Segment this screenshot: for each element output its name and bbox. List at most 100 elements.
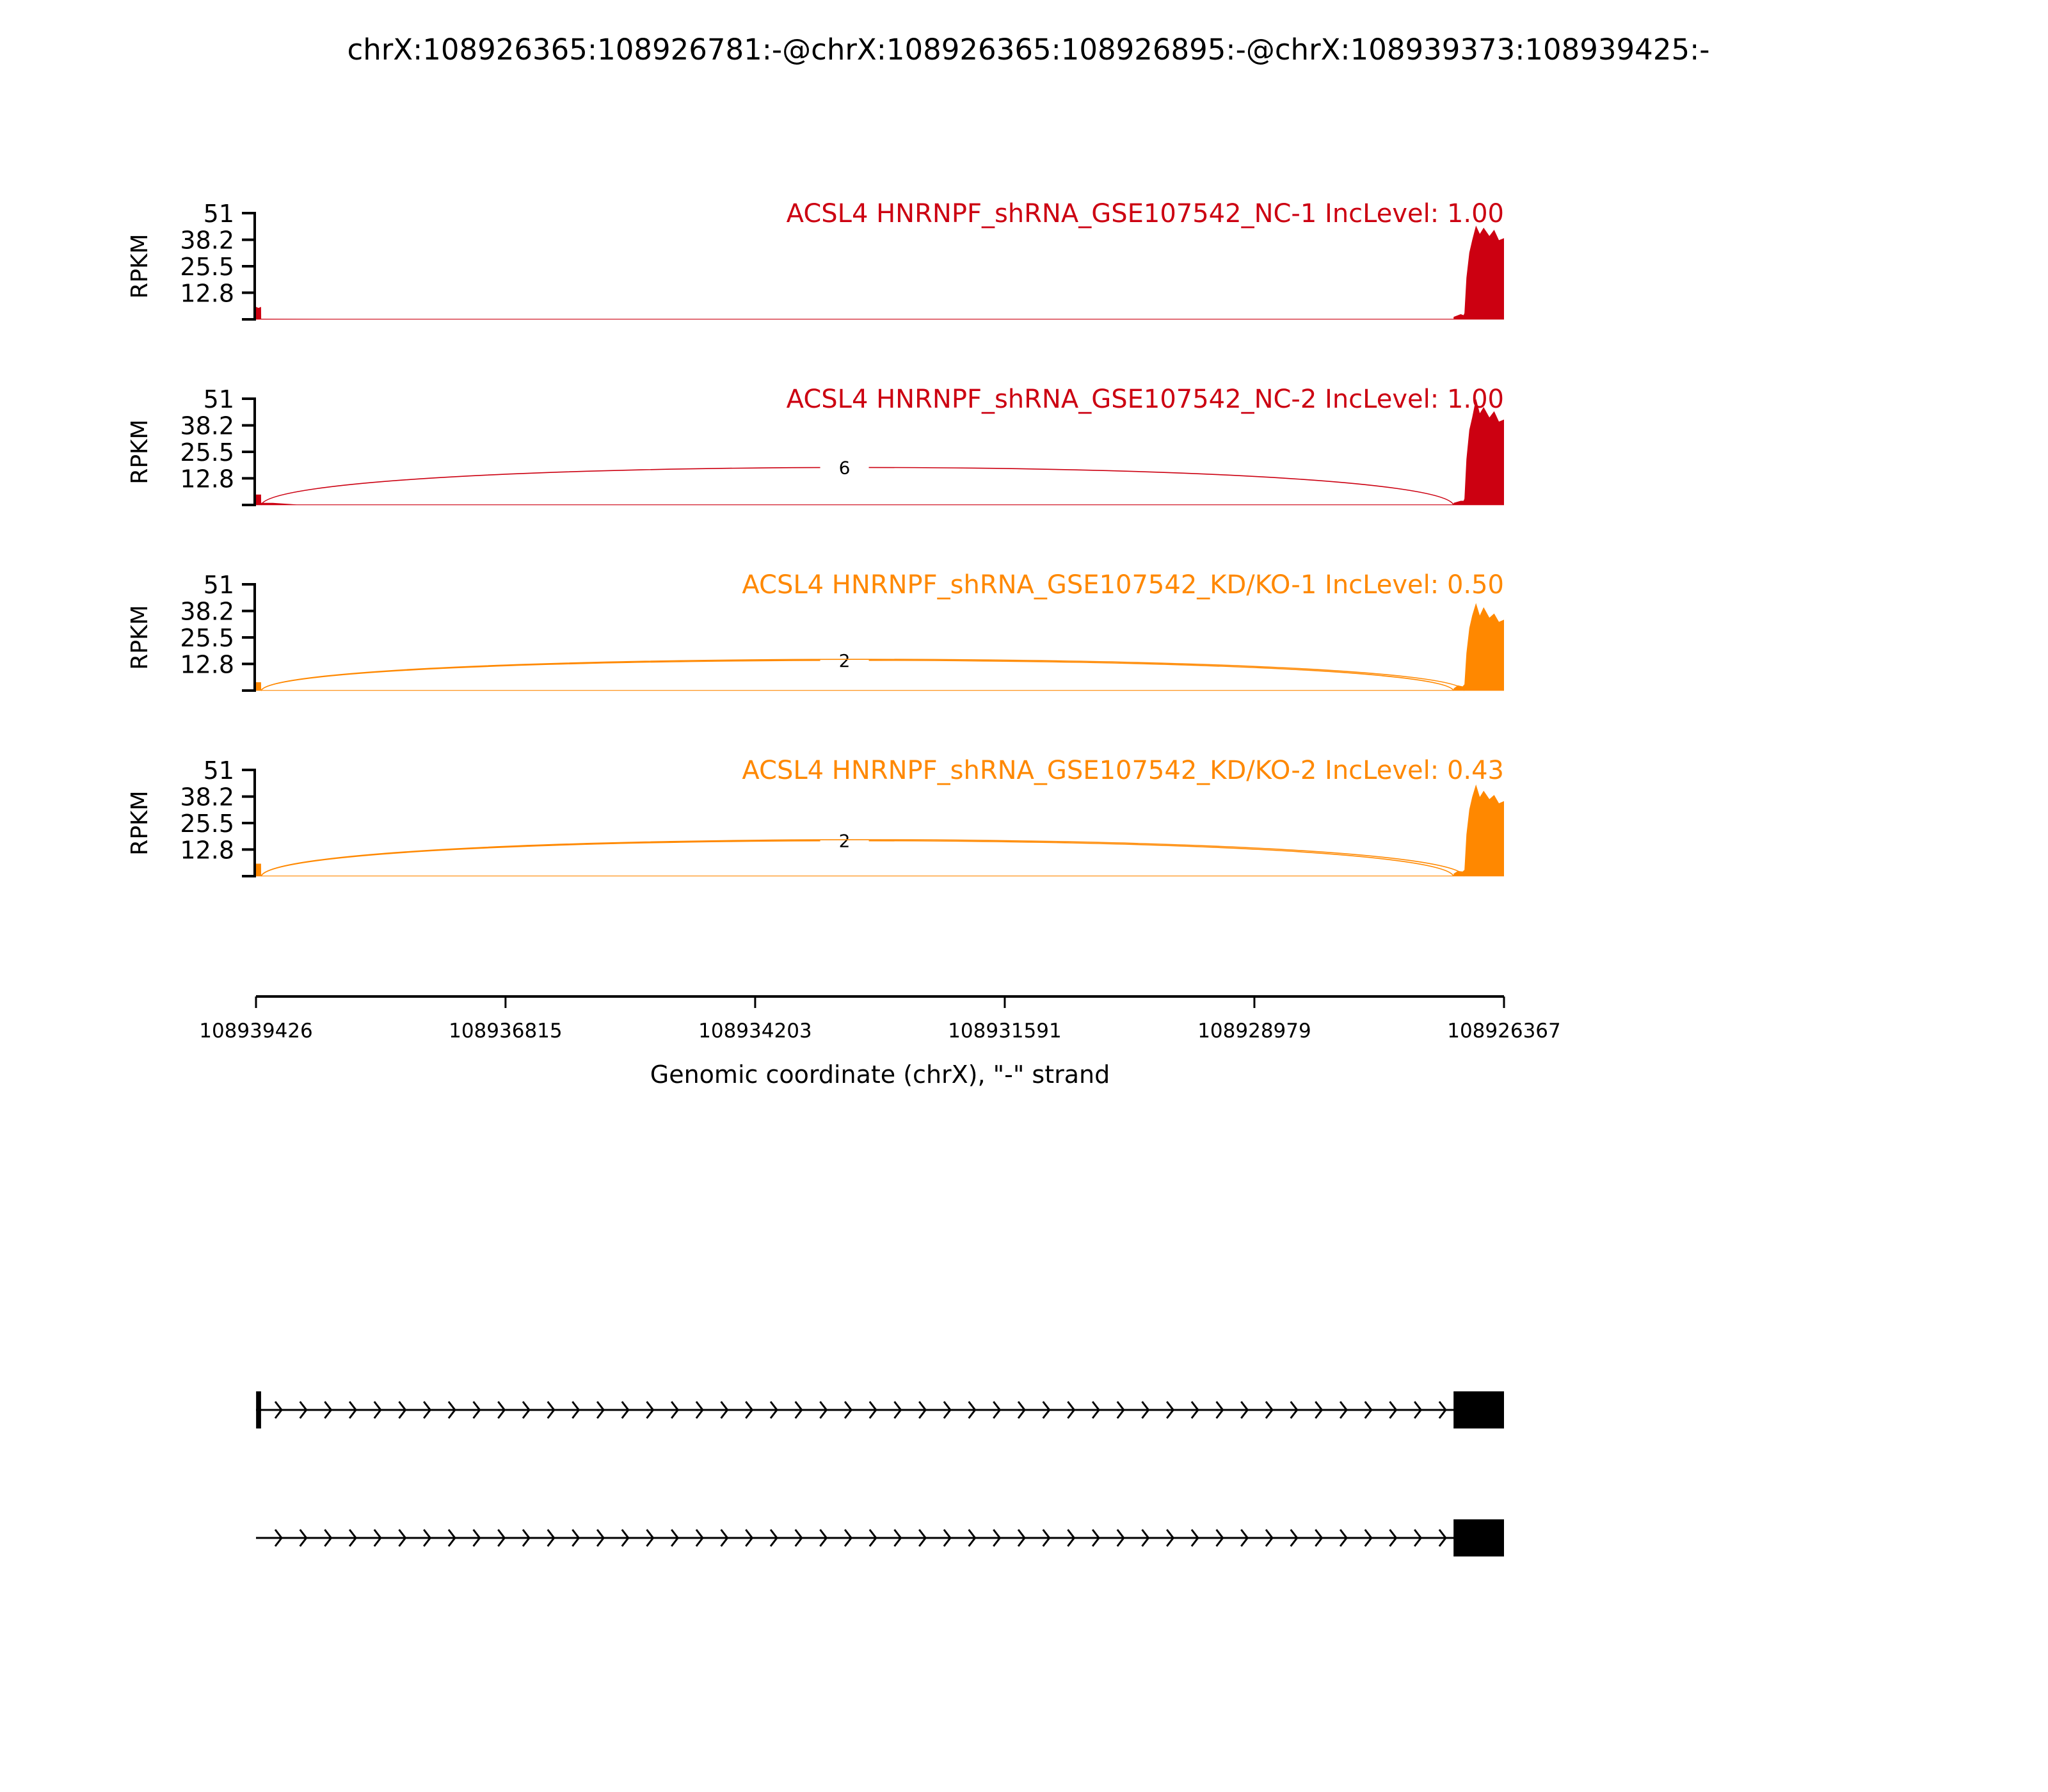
junction-count-label: 6 bbox=[839, 457, 851, 478]
strand-chevron-icon bbox=[547, 1401, 556, 1419]
strand-chevron-icon bbox=[1414, 1529, 1423, 1547]
strand-chevron-icon bbox=[324, 1401, 333, 1419]
strand-chevron-icon bbox=[893, 1529, 902, 1547]
exon-block bbox=[256, 1391, 261, 1428]
strand-chevron-icon bbox=[348, 1401, 357, 1419]
strand-chevron-icon bbox=[695, 1529, 704, 1547]
strand-chevron-icon bbox=[447, 1529, 456, 1547]
strand-chevron-icon bbox=[1290, 1401, 1299, 1419]
strand-chevron-icon bbox=[1438, 1401, 1447, 1419]
strand-chevron-icon bbox=[1414, 1401, 1423, 1419]
strand-chevron-icon bbox=[868, 1401, 877, 1419]
strand-chevron-icon bbox=[572, 1401, 580, 1419]
strand-chevron-icon bbox=[1091, 1401, 1100, 1419]
strand-chevron-icon bbox=[1067, 1401, 1076, 1419]
strand-chevron-icon bbox=[794, 1529, 803, 1547]
strand-chevron-icon bbox=[671, 1529, 680, 1547]
strand-chevron-icon bbox=[868, 1529, 877, 1547]
strand-chevron-icon bbox=[695, 1401, 704, 1419]
strand-chevron-icon bbox=[497, 1529, 506, 1547]
panel-title: ACSL4 HNRNPF_shRNA_GSE107542_KD/KO-2 Inc… bbox=[742, 756, 1504, 785]
sample-panel: ACSL4 HNRNPF_shRNA_GSE107542_KD/KO-1 Inc… bbox=[127, 570, 1504, 692]
x-tick-label: 108931591 bbox=[948, 1020, 1062, 1043]
strand-chevron-icon bbox=[1290, 1529, 1299, 1547]
strand-chevron-icon bbox=[373, 1401, 382, 1419]
y-tick-label: 51 bbox=[204, 200, 234, 228]
isoform-track bbox=[256, 1391, 1504, 1428]
strand-chevron-icon bbox=[572, 1529, 580, 1547]
exon-block bbox=[1453, 1519, 1504, 1556]
strand-chevron-icon bbox=[844, 1401, 852, 1419]
strand-chevron-icon bbox=[993, 1529, 1002, 1547]
strand-chevron-icon bbox=[1315, 1401, 1324, 1419]
y-tick-label: 51 bbox=[204, 756, 234, 785]
strand-chevron-icon bbox=[1389, 1529, 1398, 1547]
strand-chevron-icon bbox=[943, 1529, 952, 1547]
strand-chevron-icon bbox=[274, 1401, 283, 1419]
y-tick-label: 38.2 bbox=[180, 598, 234, 626]
y-tick-label: 51 bbox=[204, 385, 234, 413]
strand-chevron-icon bbox=[348, 1529, 357, 1547]
strand-chevron-icon bbox=[1067, 1529, 1076, 1547]
strand-chevron-icon bbox=[522, 1529, 531, 1547]
y-axis-label: RPKM bbox=[127, 234, 153, 298]
junction-label-box bbox=[820, 829, 869, 852]
y-tick-label: 25.5 bbox=[180, 253, 234, 281]
strand-chevron-icon bbox=[1389, 1401, 1398, 1419]
strand-chevron-icon bbox=[423, 1401, 432, 1419]
strand-chevron-icon bbox=[1141, 1529, 1150, 1547]
strand-chevron-icon bbox=[1339, 1529, 1348, 1547]
strand-chevron-icon bbox=[671, 1401, 680, 1419]
strand-chevron-icon bbox=[918, 1401, 927, 1419]
strand-chevron-icon bbox=[1339, 1401, 1348, 1419]
strand-chevron-icon bbox=[522, 1401, 531, 1419]
junction-arc bbox=[260, 839, 1465, 877]
strand-chevron-icon bbox=[819, 1401, 828, 1419]
x-tick-label: 108934203 bbox=[698, 1020, 812, 1043]
x-tick-label: 108928979 bbox=[1197, 1020, 1311, 1043]
coverage-area bbox=[256, 603, 1504, 691]
strand-chevron-icon bbox=[1017, 1529, 1026, 1547]
strand-chevron-icon bbox=[1116, 1529, 1125, 1547]
panel-title: ACSL4 HNRNPF_shRNA_GSE107542_NC-2 IncLev… bbox=[787, 385, 1504, 414]
strand-chevron-icon bbox=[1017, 1401, 1026, 1419]
exon-block bbox=[1453, 1391, 1504, 1428]
y-tick-label: 12.8 bbox=[180, 465, 234, 493]
chart-title: chrX:108926365:108926781:-@chrX:10892636… bbox=[348, 33, 1710, 67]
strand-chevron-icon bbox=[472, 1529, 481, 1547]
strand-chevron-icon bbox=[1091, 1529, 1100, 1547]
isoform-track bbox=[256, 1519, 1504, 1556]
strand-chevron-icon bbox=[324, 1529, 333, 1547]
x-axis-label: Genomic coordinate (chrX), "-" strand bbox=[650, 1060, 1110, 1089]
strand-chevron-icon bbox=[299, 1529, 308, 1547]
strand-chevron-icon bbox=[1215, 1529, 1224, 1547]
strand-chevron-icon bbox=[621, 1401, 630, 1419]
y-tick-label: 12.8 bbox=[180, 279, 234, 307]
coverage-area bbox=[256, 225, 1504, 319]
strand-chevron-icon bbox=[1116, 1401, 1125, 1419]
strand-chevron-icon bbox=[1042, 1401, 1051, 1419]
strand-chevron-icon bbox=[1240, 1529, 1249, 1547]
strand-chevron-icon bbox=[769, 1401, 778, 1419]
strand-chevron-icon bbox=[1364, 1401, 1373, 1419]
strand-chevron-icon bbox=[646, 1529, 655, 1547]
x-tick-label: 108939426 bbox=[199, 1020, 313, 1043]
strand-chevron-icon bbox=[646, 1401, 655, 1419]
strand-chevron-icon bbox=[893, 1401, 902, 1419]
strand-chevron-icon bbox=[398, 1401, 407, 1419]
strand-chevron-icon bbox=[373, 1529, 382, 1547]
y-axis-label: RPKM bbox=[127, 790, 153, 855]
strand-chevron-icon bbox=[720, 1529, 729, 1547]
strand-chevron-icon bbox=[1265, 1529, 1274, 1547]
strand-chevron-icon bbox=[968, 1529, 977, 1547]
strand-chevron-icon bbox=[1166, 1529, 1175, 1547]
strand-chevron-icon bbox=[1364, 1529, 1373, 1547]
y-tick-label: 25.5 bbox=[180, 624, 234, 652]
strand-chevron-icon bbox=[274, 1529, 283, 1547]
coverage-area bbox=[256, 399, 1504, 505]
junction-count-label: 2 bbox=[839, 650, 851, 671]
y-axis-label: RPKM bbox=[127, 419, 153, 484]
strand-chevron-icon bbox=[1265, 1401, 1274, 1419]
y-tick-label: 51 bbox=[204, 571, 234, 599]
sample-panel: ACSL4 HNRNPF_shRNA_GSE107542_NC-1 IncLev… bbox=[127, 199, 1504, 321]
